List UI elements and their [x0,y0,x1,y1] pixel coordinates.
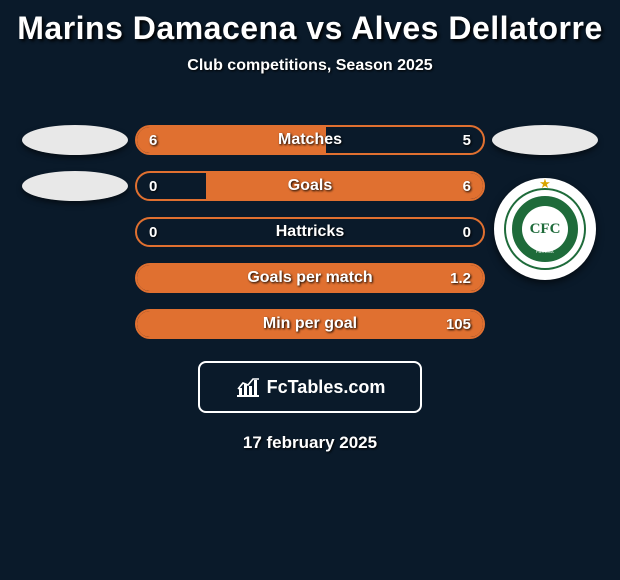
avatar-placeholder-right [492,125,598,155]
page-title: Marins Damacena vs Alves Dellatorre [0,10,620,47]
page-subtitle: Club competitions, Season 2025 [0,57,620,75]
avatar-left-slot [15,125,135,155]
date-text: 17 february 2025 [0,433,620,453]
branding-text: FcTables.com [267,377,386,398]
stat-row: 0 Goals 6 ★ CFC PARANÁ [0,163,620,209]
stats-block: 6 Matches 5 0 Goals 6 ★ [0,117,620,347]
branding-box[interactable]: FcTables.com [198,361,422,413]
comparison-infographic: Marins Damacena vs Alves Dellatorre Club… [0,10,620,580]
stat-label: Min per goal [137,311,483,337]
avatar-placeholder-left [22,171,128,201]
team-crest-text: CFC [522,206,568,252]
stat-right-value: 1.2 [450,265,471,291]
stat-bar-goals: 0 Goals 6 [135,171,485,201]
stat-label: Hattricks [137,219,483,245]
avatar-right-slot [485,125,605,155]
stat-right-value: 0 [463,219,471,245]
stat-bar-mpg: Min per goal 105 [135,309,485,339]
team-crest: CFC PARANÁ [506,190,584,268]
stat-right-value: 5 [463,127,471,153]
stat-row: Min per goal 105 [0,301,620,347]
stat-label: Goals [137,173,483,199]
stat-bar-matches: 6 Matches 5 [135,125,485,155]
stat-label: Goals per match [137,265,483,291]
stat-right-value: 105 [446,311,471,337]
team-crest-sub: PARANÁ [536,249,554,254]
stat-label: Matches [137,127,483,153]
chart-icon [235,376,261,398]
avatar-placeholder-left [22,125,128,155]
avatar-left-slot [15,171,135,201]
team-badge-right: ★ CFC PARANÁ [494,178,596,280]
stat-right-value: 6 [463,173,471,199]
stat-bar-hattricks: 0 Hattricks 0 [135,217,485,247]
stat-bar-gpm: Goals per match 1.2 [135,263,485,293]
stat-row: 6 Matches 5 [0,117,620,163]
